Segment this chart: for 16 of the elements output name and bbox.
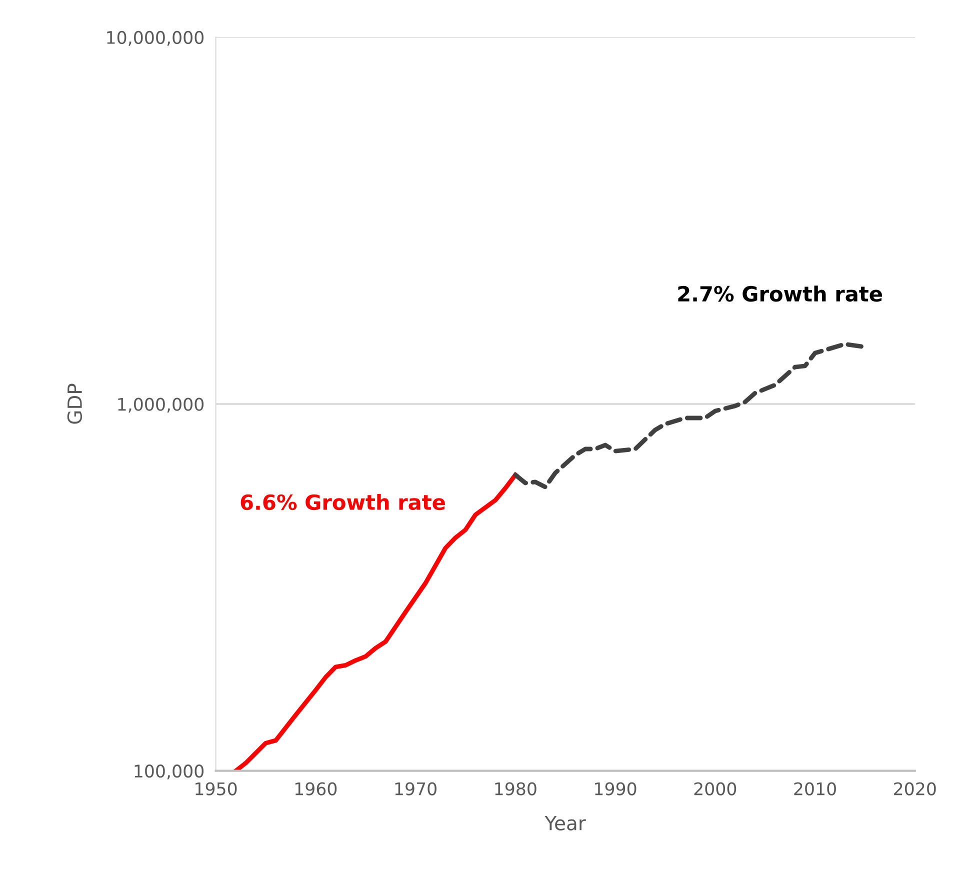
x-tick-label: 2020 (894, 782, 936, 796)
x-tick-label: 2000 (694, 782, 736, 796)
x-tick-label: 1990 (595, 782, 636, 796)
annotation: 6.6% Growth rate (240, 494, 445, 510)
x-tick-label: 1970 (395, 782, 436, 796)
x-axis-title: Year (544, 816, 586, 830)
annotation: 2.7% Growth rate (678, 286, 882, 302)
x-tick-label: 1960 (295, 782, 337, 796)
y-tick-label: 100,000 (134, 764, 204, 780)
x-tick-label: 2010 (794, 782, 836, 796)
y-axis-title: GDP (67, 384, 82, 424)
x-tick-label: 1950 (196, 782, 237, 796)
y-tick-label: 1,000,000 (118, 398, 204, 413)
x-tick-label: 1980 (495, 782, 536, 796)
y-tick-label: 10,000,000 (107, 30, 204, 46)
line-series (234, 472, 518, 771)
